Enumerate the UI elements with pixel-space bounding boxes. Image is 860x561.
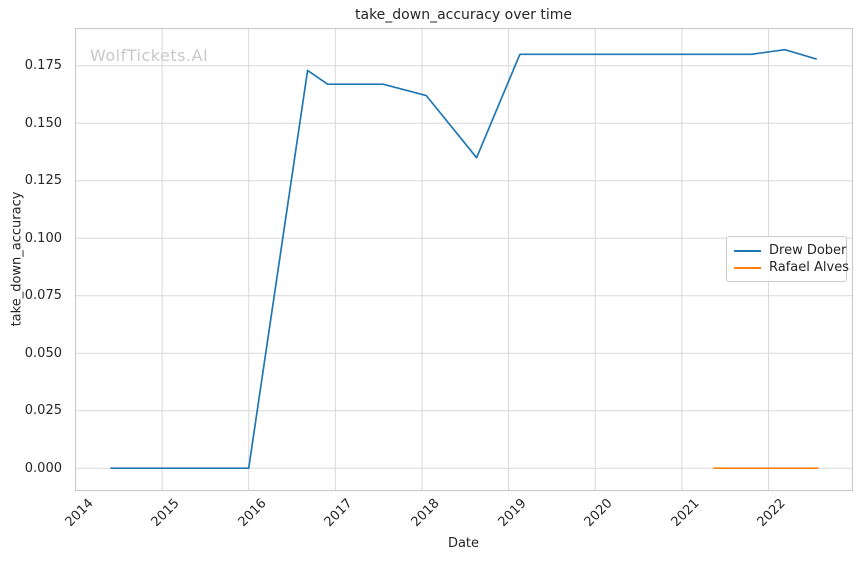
y-tick-label: 0.150	[24, 115, 62, 131]
y-tick-label: 0.000	[24, 460, 62, 476]
chart-title: take_down_accuracy over time	[355, 7, 572, 23]
series-line-drew-dober	[110, 48, 817, 470]
y-tick-label: 0.050	[24, 345, 62, 361]
x-axis-label: Date	[447, 536, 480, 551]
y-tick-label: 0.175	[24, 58, 62, 74]
y-tick-label: 0.100	[24, 230, 62, 246]
legend: Drew Dober Rafael Alves	[726, 236, 849, 282]
legend-entry-drew-dober: Drew Dober	[734, 242, 846, 259]
legend-line-swatch	[734, 249, 761, 252]
legend-line-swatch	[734, 266, 761, 269]
legend-label: Drew Dober	[769, 243, 847, 258]
y-tick-label: 0.075	[24, 288, 62, 304]
y-tick-label: 0.025	[24, 403, 62, 419]
legend-label: Rafael Alves	[769, 260, 849, 275]
watermark: WolfTickets.AI	[90, 46, 209, 65]
axes-frame	[74, 27, 854, 492]
y-tick-label: 0.125	[24, 173, 62, 189]
y-axis-label: take_down_accuracy	[9, 191, 25, 327]
legend-entry-rafael-alves: Rafael Alves	[734, 259, 849, 276]
